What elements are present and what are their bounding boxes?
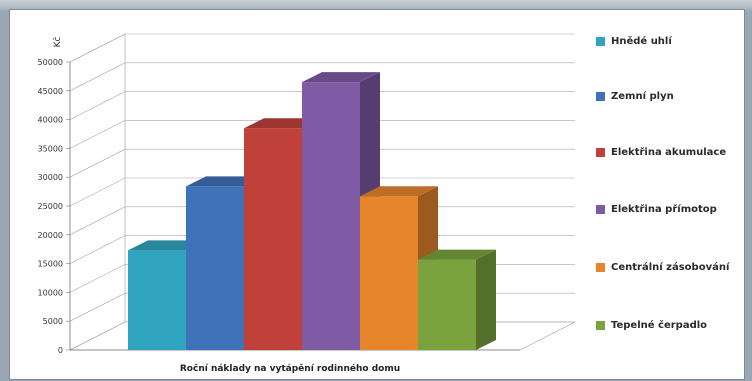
y-tick-label: 10000: [38, 288, 63, 297]
bars: [128, 72, 496, 351]
bar-front: [186, 186, 244, 350]
legend-item: Elektřina akumulace: [596, 145, 726, 159]
x-axis-label: Roční náklady na vytápění rodinného domu: [180, 363, 400, 374]
legend: Hnědé uhlí Zemní plyn Elektřina akumulace E…: [596, 0, 746, 381]
bar-top: [418, 249, 496, 260]
legend-label: Elektřina akumulace: [611, 146, 727, 158]
legend-item: Zemní plyn: [596, 89, 674, 103]
bar-top: [302, 72, 380, 83]
gridline: [69, 148, 575, 178]
legend-label: Tepelné čerpadlo: [611, 319, 708, 331]
legend-swatch: [596, 262, 605, 272]
gridline: [69, 62, 575, 92]
y-tick-labels: 0 5000 10000 15000 20000 25000 30000 35000 40000…: [38, 58, 63, 355]
legend-label: Hnědé uhlí: [611, 35, 672, 47]
y-tick-label: 25000: [38, 202, 63, 211]
legend-swatch: [596, 147, 605, 157]
legend-item: Hnědé uhlí: [596, 34, 672, 48]
y-tick-label: 20000: [38, 231, 63, 240]
gridline: [69, 177, 575, 207]
bar: [418, 249, 496, 350]
y-tick-label: 0: [58, 346, 63, 355]
legend-swatch: [596, 91, 605, 101]
y-tick-label: 35000: [38, 144, 63, 153]
y-tick-label: 50000: [38, 58, 63, 67]
gridline: [69, 33, 575, 63]
bar-front: [302, 82, 360, 350]
bar-front: [244, 128, 302, 350]
y-tick-label: 30000: [38, 173, 63, 182]
bar-front: [360, 196, 418, 350]
legend-item: Centrální zásobování: [596, 260, 729, 274]
legend-label: Zemní plyn: [611, 90, 674, 102]
y-tick-label: 15000: [38, 260, 63, 269]
bar-top: [360, 186, 438, 197]
bar-front: [418, 259, 476, 350]
y-tick-label: 45000: [38, 87, 63, 96]
legend-swatch: [596, 320, 605, 330]
y-axis-label: Kč: [52, 37, 63, 48]
legend-swatch: [596, 36, 605, 46]
bar-side: [476, 249, 496, 350]
legend-swatch: [596, 204, 605, 214]
legend-item: Elektřina přímotop: [596, 202, 717, 216]
gridline: [69, 120, 575, 149]
bar-front: [128, 250, 186, 350]
y-tick-label: 5000: [43, 317, 63, 326]
y-tick-label: 40000: [38, 116, 63, 125]
gridline: [69, 91, 575, 120]
legend-label: Elektřina přímotop: [611, 203, 717, 215]
legend-label: Centrální zásobování: [611, 261, 730, 273]
legend-item: Tepelné čerpadlo: [596, 318, 707, 332]
